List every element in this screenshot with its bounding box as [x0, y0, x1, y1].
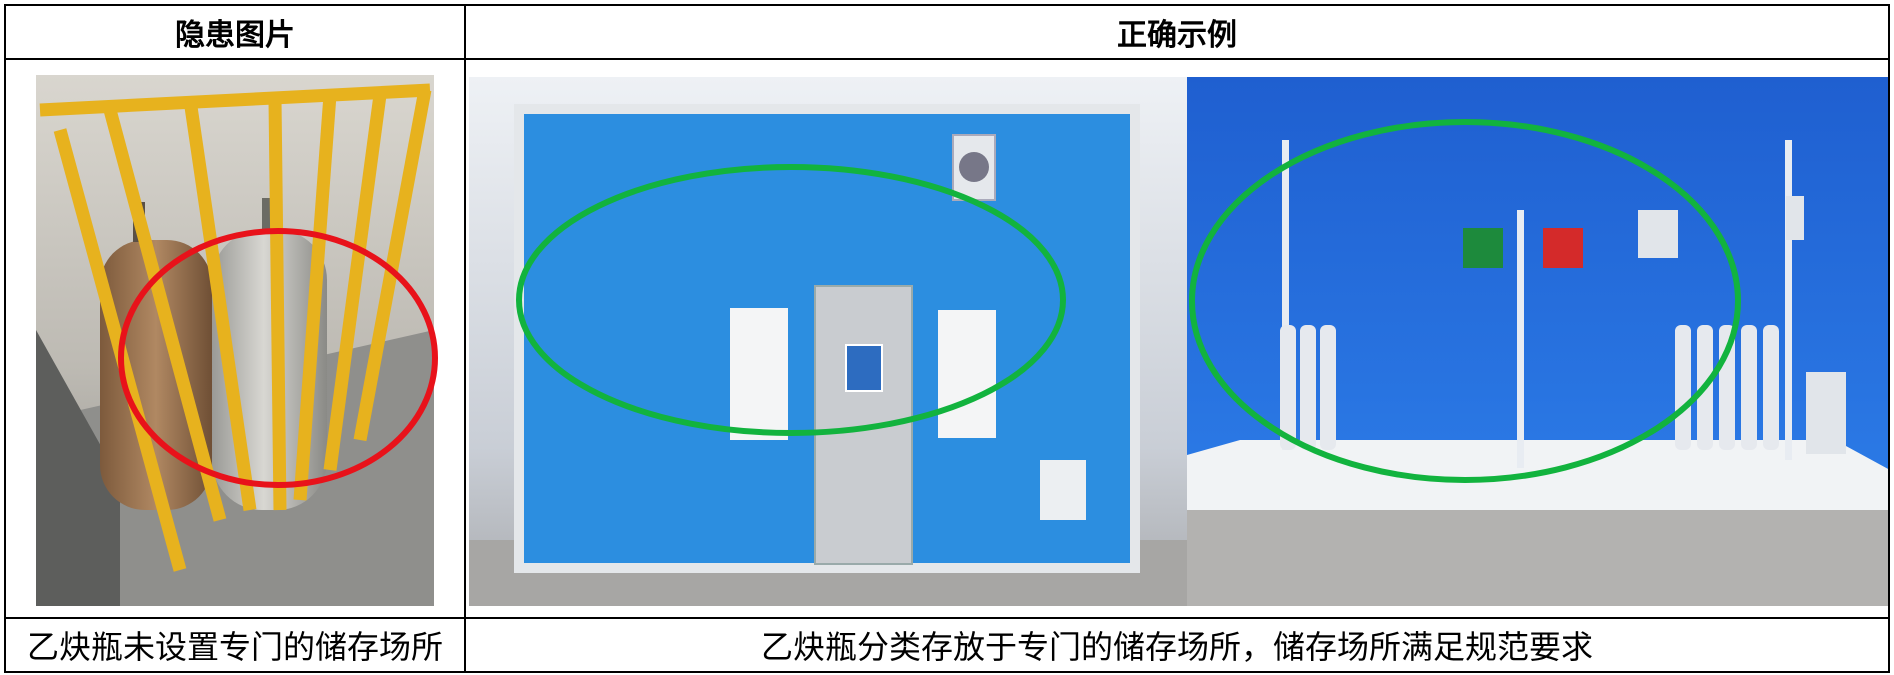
table-borders: [4, 4, 1890, 673]
header-cell: 正确示例: [1117, 18, 1237, 53]
caption-cell: 乙炔瓶未设置专门的储存场所: [26, 628, 443, 666]
example-photo-interior: [1187, 77, 1890, 606]
example-photo-exterior: [469, 77, 1187, 606]
caption-cell: 乙炔瓶分类存放于专门的储存场所，储存场所满足规范要求: [760, 628, 1593, 666]
hazard-photo: [36, 75, 438, 606]
header-cell: 隐患图片: [175, 18, 295, 53]
